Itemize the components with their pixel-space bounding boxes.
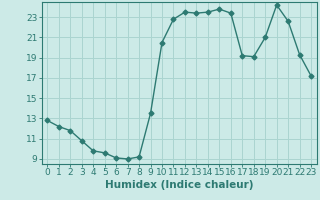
X-axis label: Humidex (Indice chaleur): Humidex (Indice chaleur) xyxy=(105,180,253,190)
